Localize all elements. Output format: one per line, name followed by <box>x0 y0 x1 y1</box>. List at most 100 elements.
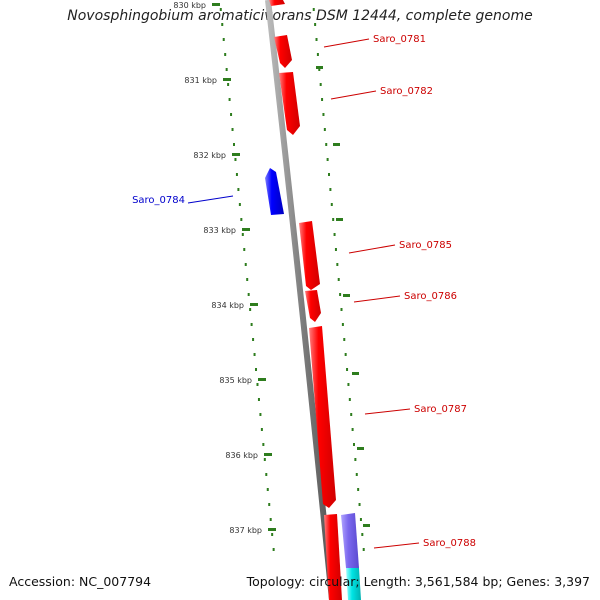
gene-arrow-saro-0782[interactable] <box>279 72 300 135</box>
major-tick <box>316 66 323 69</box>
minor-tick <box>231 128 234 131</box>
minor-tick <box>235 173 238 176</box>
minor-tick <box>340 308 343 311</box>
major-tick <box>264 453 272 456</box>
major-tick <box>212 3 220 6</box>
minor-tick <box>257 398 260 401</box>
kbp-label: 832 kbp <box>193 151 226 160</box>
minor-tick <box>225 68 228 71</box>
minor-tick <box>322 113 325 116</box>
minor-tick <box>329 188 332 191</box>
minor-tick <box>271 533 274 536</box>
minor-tick <box>256 383 259 386</box>
minor-tick <box>333 233 336 236</box>
topology-text: Topology: circular; Length: 3,561,584 bp… <box>246 574 590 589</box>
gene-features <box>265 0 361 600</box>
minor-tick <box>312 8 315 11</box>
gene-label-saro-0781[interactable]: Saro_0781 <box>373 34 426 45</box>
minor-tick <box>230 113 233 116</box>
minor-tick <box>259 413 262 416</box>
gene-leader-line <box>373 542 420 549</box>
minor-tick <box>224 53 227 56</box>
minor-tick <box>249 308 252 311</box>
gene-label-saro-0782[interactable]: Saro_0782 <box>380 86 433 97</box>
feature-violet[interactable] <box>341 513 359 568</box>
minor-tick <box>347 383 350 386</box>
minor-tick <box>330 203 333 206</box>
major-tick <box>232 153 240 156</box>
gene-arrow-saro-0787[interactable] <box>309 326 336 508</box>
major-tick <box>336 218 343 221</box>
minor-tick <box>351 428 354 431</box>
minor-tick <box>222 38 225 41</box>
gene-leader-line <box>364 408 411 415</box>
minor-tick <box>268 503 271 506</box>
major-tick <box>268 528 276 531</box>
minor-tick <box>346 368 349 371</box>
minor-tick <box>241 233 244 236</box>
kbp-label: 836 kbp <box>225 451 258 460</box>
minor-tick <box>362 548 365 551</box>
gene-label-saro-0787[interactable]: Saro_0787 <box>414 404 467 415</box>
kbp-label: 833 kbp <box>203 226 236 235</box>
kbp-label: 837 kbp <box>229 526 262 535</box>
minor-tick <box>228 98 231 101</box>
minor-tick <box>250 323 253 326</box>
gene-label-saro-0786[interactable]: Saro_0786 <box>404 291 457 302</box>
gene-arrow-saro-0785[interactable] <box>299 221 320 290</box>
major-tick <box>357 447 364 450</box>
genome-backbone <box>265 0 335 600</box>
major-tick <box>333 143 340 146</box>
feature-cyan[interactable] <box>346 568 361 600</box>
gene-label-saro-0788[interactable]: Saro_0788 <box>423 538 476 549</box>
minor-tick <box>359 518 362 521</box>
minor-tick <box>350 413 353 416</box>
minor-tick <box>357 488 360 491</box>
gene-label-saro-0785[interactable]: Saro_0785 <box>399 240 452 251</box>
minor-tick <box>323 128 326 131</box>
minor-tick <box>260 428 263 431</box>
gene-leader-line <box>353 295 401 303</box>
minor-tick <box>319 83 322 86</box>
minor-tick <box>244 263 247 266</box>
minor-tick <box>352 443 355 446</box>
minor-tick <box>265 473 268 476</box>
gene-arrow-saro-0784[interactable] <box>265 168 284 215</box>
minor-tick <box>336 263 339 266</box>
gene-leader-line <box>187 195 234 204</box>
minor-tick <box>237 188 240 191</box>
gene-arrow-saro-0786[interactable] <box>305 290 321 322</box>
minor-tick <box>263 458 266 461</box>
minor-tick <box>221 23 224 26</box>
minor-tick <box>266 488 269 491</box>
minor-tick <box>269 518 272 521</box>
inner-tick-ring <box>219 8 275 551</box>
minor-tick <box>315 38 318 41</box>
minor-tick <box>341 323 344 326</box>
gene-leader-line <box>323 38 370 48</box>
gene-arrow-saro-0781[interactable] <box>274 35 292 68</box>
kbp-label: 835 kbp <box>219 376 252 385</box>
kbp-label: 831 kbp <box>184 76 217 85</box>
gene-arrow-start[interactable] <box>269 0 285 6</box>
minor-tick <box>253 353 256 356</box>
minor-tick <box>361 533 364 536</box>
major-tick <box>258 378 266 381</box>
kbp-labels: 830 kbp 831 kbp 832 kbp 833 kbp 834 kbp 835 k… <box>173 1 276 535</box>
major-tick <box>223 78 231 81</box>
map-title: Novosphingobium aromaticivorans DSM 1244… <box>67 8 533 24</box>
gene-leader-line <box>348 244 396 254</box>
minor-tick <box>348 398 351 401</box>
gene-label-saro-0784[interactable]: Saro_0784 <box>132 195 185 206</box>
minor-tick <box>321 98 324 101</box>
major-tick <box>242 228 250 231</box>
gene-arrow-saro-0788[interactable] <box>324 514 342 600</box>
minor-tick <box>355 473 358 476</box>
minor-tick <box>246 278 249 281</box>
kbp-label: 834 kbp <box>211 301 244 310</box>
minor-tick <box>272 548 275 551</box>
minor-tick <box>238 203 241 206</box>
major-tick <box>250 303 258 306</box>
gene-labels: Saro_0781 Saro_0782 Saro_0784 Saro_0785 Saro… <box>132 34 476 549</box>
